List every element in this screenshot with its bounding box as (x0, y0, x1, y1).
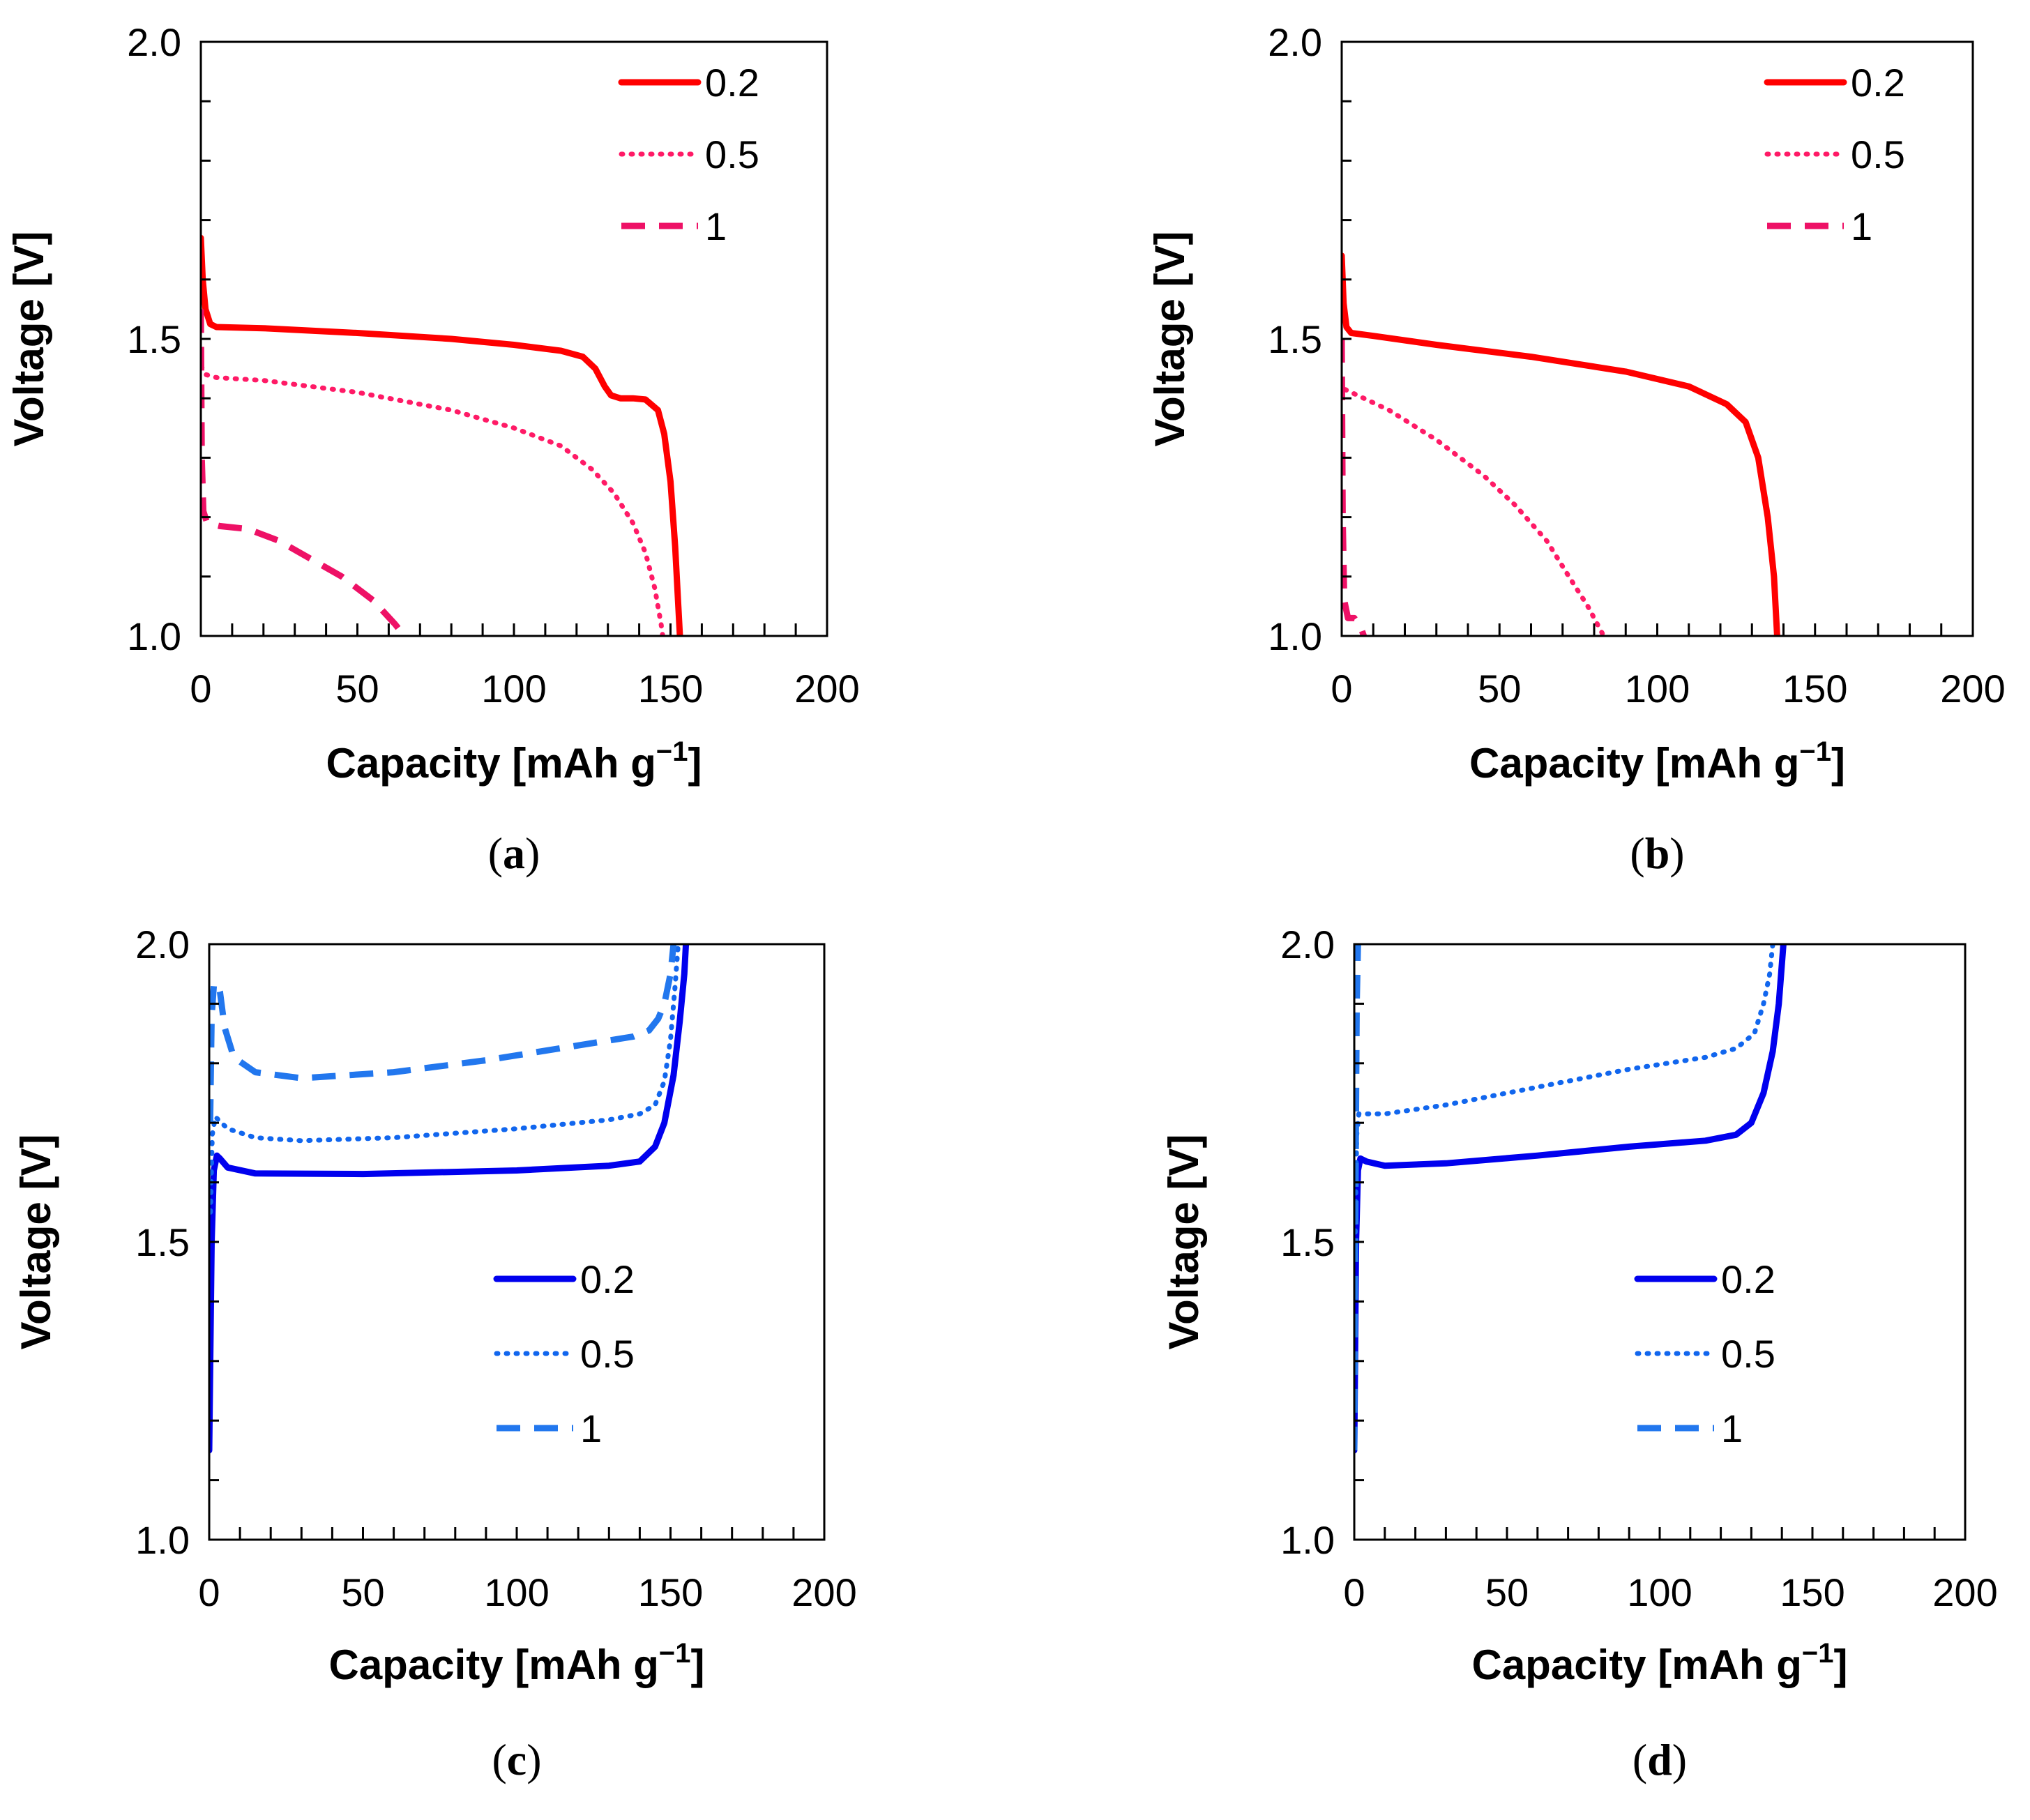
series-line-1 (1342, 338, 1367, 636)
plot-frame (1340, 40, 1974, 637)
x-tick-label: 150 (638, 667, 703, 711)
y-tick-label: 2.0 (127, 20, 181, 64)
legend-label: 0.5 (1851, 132, 1905, 176)
x-tick-label: 0 (1343, 1570, 1365, 1614)
x-tick-label: 100 (484, 1570, 549, 1614)
x-tick-label: 0 (190, 667, 211, 711)
x-tick-label: 200 (794, 667, 859, 711)
plot-frame (1353, 943, 1967, 1541)
x-tick-label: 100 (481, 667, 546, 711)
y-tick-label: 1.0 (1280, 1518, 1335, 1562)
series-line-0-5 (1342, 378, 1607, 636)
panel-label: (b) (1630, 828, 1684, 878)
x-tick-label: 150 (638, 1570, 703, 1614)
chart-panel-d: 0 50 100 150 200 1.0 1.5 2.0 Capacity [mAh g−1] V… (1160, 923, 1998, 1784)
legend-label: 0.5 (580, 1332, 635, 1376)
x-axis-title: Capacity [mAh g−1] (1469, 736, 1845, 787)
x-tick-label: 200 (1932, 1570, 1997, 1614)
x-tick-label: 50 (1478, 667, 1521, 711)
x-tick-label: 150 (1782, 667, 1847, 711)
legend-label: 0.2 (1721, 1257, 1775, 1301)
legend-label: 0.5 (1721, 1332, 1775, 1376)
legend-label: 0.2 (1851, 61, 1905, 105)
x-tick-label: 100 (1625, 667, 1690, 711)
panel-label: (a) (488, 828, 540, 878)
series-line-0-5 (201, 354, 665, 636)
series-line-1 (201, 309, 407, 636)
y-tick-label: 2.0 (135, 923, 190, 966)
legend-label: 1 (580, 1406, 602, 1450)
series-line-0-2 (1342, 252, 1780, 636)
plot-frame (208, 943, 826, 1541)
x-tick-label: 0 (1331, 667, 1352, 711)
y-axis-title: Voltage [V] (1160, 1135, 1207, 1350)
x-tick-label: 100 (1627, 1570, 1692, 1614)
y-tick-label: 1.0 (1268, 614, 1322, 658)
series-line-0-2 (201, 234, 683, 636)
chart-panel-b: 0 50 100 150 200 1.0 1.5 2.0 Capacity [mAh g−1] V… (1146, 20, 2006, 878)
series-line-0-5 (1354, 944, 1775, 1245)
legend-label: 0.5 (705, 132, 759, 176)
y-tick-label: 1.5 (1280, 1220, 1335, 1264)
chart-panel-a: 0 50 100 150 200 1.0 1.5 2.0 Capacity [mAh g−1] V… (6, 20, 860, 878)
x-axis-title: Capacity [mAh g−1] (326, 736, 702, 787)
y-tick-label: 2.0 (1280, 923, 1335, 966)
y-tick-label: 2.0 (1268, 20, 1322, 64)
y-axis-title: Voltage [V] (6, 232, 52, 447)
y-tick-label: 1.5 (1268, 317, 1322, 361)
legend-label: 1 (705, 204, 727, 248)
panel-label: (c) (492, 1735, 541, 1784)
y-axis-title: Voltage [V] (1146, 232, 1193, 447)
series-lines (201, 234, 683, 636)
series-line-1 (209, 944, 677, 1123)
chart-panel-c: 0 50 100 150 200 1.0 1.5 2.0 Capacity [mAh g−1] V… (13, 923, 857, 1784)
legend-label: 0.2 (705, 61, 759, 105)
x-tick-label: 50 (341, 1570, 384, 1614)
series-line-0-2 (209, 944, 690, 1454)
y-axis-title: Voltage [V] (13, 1135, 59, 1350)
series-lines (209, 944, 690, 1454)
legend-label: 0.2 (580, 1257, 635, 1301)
x-tick-label: 200 (791, 1570, 856, 1614)
x-tick-label: 200 (1940, 667, 2005, 711)
x-axis-title: Capacity [mAh g−1] (328, 1638, 704, 1688)
legend-label: 1 (1851, 204, 1872, 248)
series-lines (1354, 944, 1787, 1454)
series-line-0-2 (1354, 944, 1787, 1454)
x-tick-label: 0 (198, 1570, 220, 1614)
x-tick-label: 50 (335, 667, 379, 711)
legend-label: 1 (1721, 1406, 1743, 1450)
y-tick-label: 1.0 (135, 1518, 190, 1562)
y-tick-label: 1.5 (135, 1220, 190, 1264)
series-lines (1342, 252, 1780, 636)
y-tick-label: 1.5 (127, 317, 181, 361)
panel-label: (d) (1633, 1735, 1687, 1784)
x-axis-title: Capacity [mAh g−1] (1471, 1638, 1847, 1688)
series-line-0-5 (209, 944, 681, 1215)
x-tick-label: 50 (1485, 1570, 1529, 1614)
x-tick-label: 150 (1780, 1570, 1845, 1614)
y-tick-label: 1.0 (127, 614, 181, 658)
